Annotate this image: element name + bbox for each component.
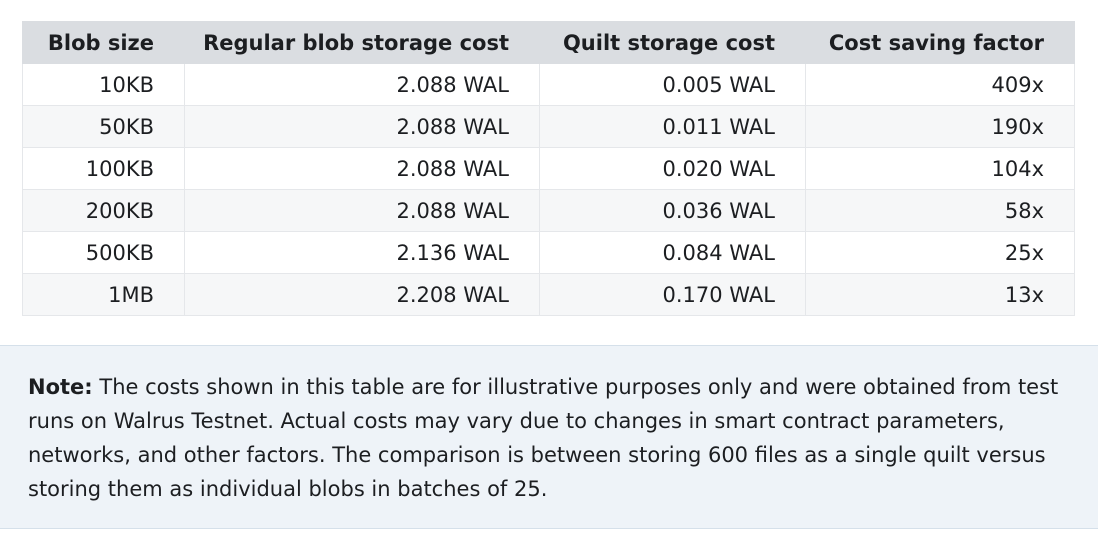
table-row: 500KB 2.136 WAL 0.084 WAL 25x — [22, 231, 1075, 274]
cell-quilt-cost: 0.036 WAL — [539, 189, 806, 232]
cell-quilt-cost: 0.084 WAL — [539, 231, 806, 274]
cell-blob-size: 1MB — [22, 273, 185, 316]
cell-regular-cost: 2.208 WAL — [184, 273, 540, 316]
cell-quilt-cost: 0.011 WAL — [539, 105, 806, 148]
cell-blob-size: 500KB — [22, 231, 185, 274]
cell-blob-size: 10KB — [22, 63, 185, 106]
cell-regular-cost: 2.088 WAL — [184, 63, 540, 106]
cell-quilt-cost: 0.170 WAL — [539, 273, 806, 316]
cell-quilt-cost: 0.020 WAL — [539, 147, 806, 190]
header-regular-blob-storage-cost: Regular blob storage cost — [184, 21, 540, 64]
header-blob-size: Blob size — [22, 21, 185, 64]
cell-blob-size: 200KB — [22, 189, 185, 232]
cell-regular-cost: 2.088 WAL — [184, 147, 540, 190]
cell-blob-size: 50KB — [22, 105, 185, 148]
note-text: The costs shown in this table are for il… — [28, 375, 1059, 501]
cell-saving-factor: 409x — [805, 63, 1075, 106]
cell-blob-size: 100KB — [22, 147, 185, 190]
cell-quilt-cost: 0.005 WAL — [539, 63, 806, 106]
note-callout: Note: The costs shown in this table are … — [0, 345, 1098, 529]
header-quilt-storage-cost: Quilt storage cost — [539, 21, 806, 64]
cell-regular-cost: 2.088 WAL — [184, 189, 540, 232]
cell-saving-factor: 58x — [805, 189, 1075, 232]
cell-regular-cost: 2.088 WAL — [184, 105, 540, 148]
cell-saving-factor: 25x — [805, 231, 1075, 274]
note-label: Note: — [28, 375, 93, 399]
table-row: 50KB 2.088 WAL 0.011 WAL 190x — [22, 105, 1075, 148]
table-row: 10KB 2.088 WAL 0.005 WAL 409x — [22, 63, 1075, 106]
table-row: 100KB 2.088 WAL 0.020 WAL 104x — [22, 147, 1075, 190]
note-paragraph: Note: The costs shown in this table are … — [28, 370, 1078, 506]
cost-comparison-table-container: Blob size Regular blob storage cost Quil… — [22, 21, 1075, 316]
cell-saving-factor: 13x — [805, 273, 1075, 316]
table-row: 1MB 2.208 WAL 0.170 WAL 13x — [22, 273, 1075, 316]
header-cost-saving-factor: Cost saving factor — [805, 21, 1075, 64]
cell-saving-factor: 190x — [805, 105, 1075, 148]
table-row: 200KB 2.088 WAL 0.036 WAL 58x — [22, 189, 1075, 232]
table-header-row: Blob size Regular blob storage cost Quil… — [22, 21, 1075, 64]
cost-comparison-table: Blob size Regular blob storage cost Quil… — [22, 21, 1075, 316]
cell-saving-factor: 104x — [805, 147, 1075, 190]
cell-regular-cost: 2.136 WAL — [184, 231, 540, 274]
